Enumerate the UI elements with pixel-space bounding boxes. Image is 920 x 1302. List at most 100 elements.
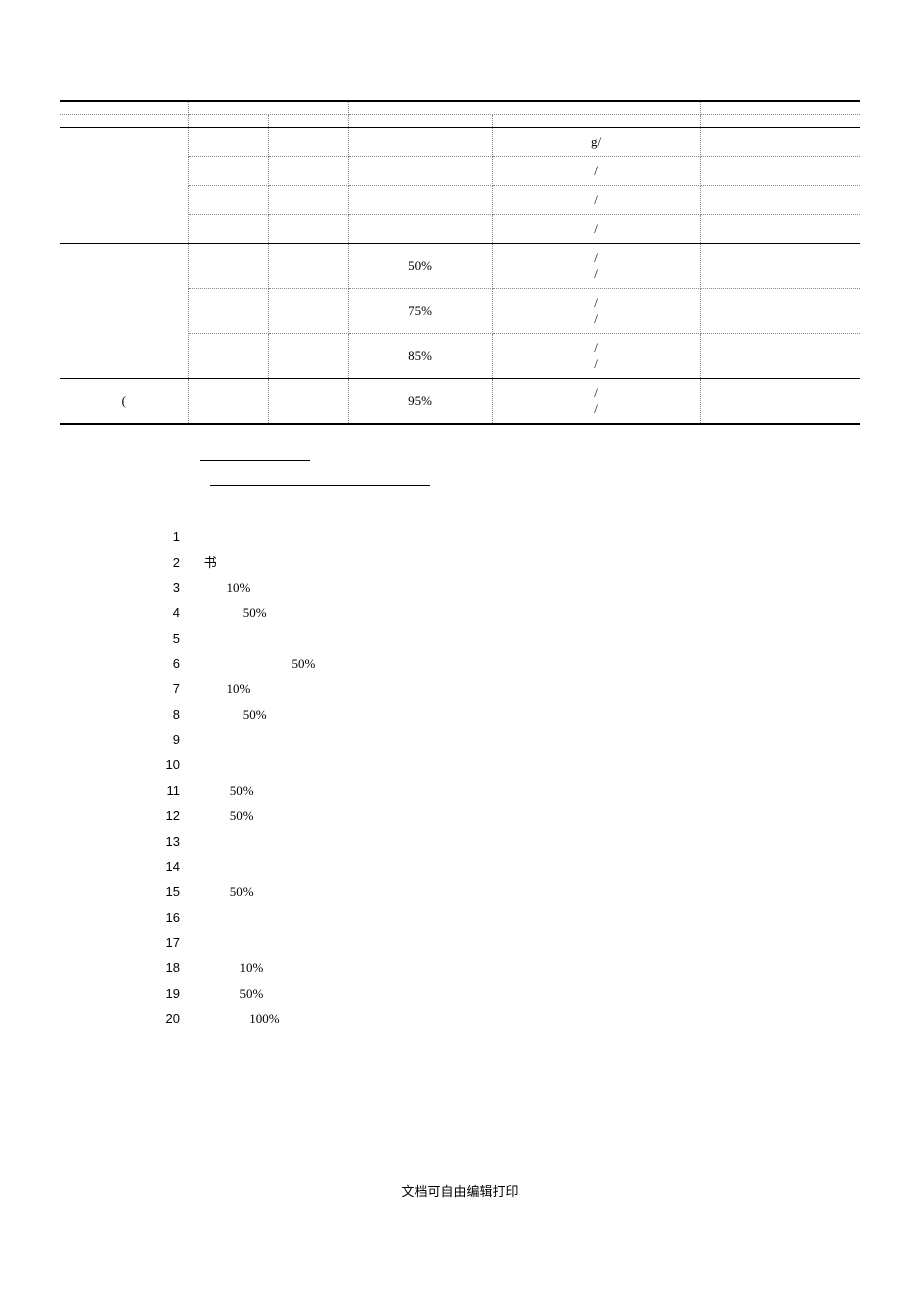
list-item-number: 13: [160, 829, 194, 854]
list-item: 9: [160, 727, 860, 752]
list-item-number: 11: [160, 778, 194, 803]
list-item-number: 2: [160, 550, 194, 575]
list-item-number: 16: [160, 905, 194, 930]
list-item-number: 15: [160, 879, 194, 904]
list-item-text: 50%: [194, 702, 267, 727]
table-cell: / /: [492, 289, 700, 334]
table-cell: [188, 101, 348, 115]
list-item-number: 17: [160, 930, 194, 955]
table-cell: [268, 244, 348, 289]
list-item: 18 10%: [160, 955, 860, 980]
signature-lines: [200, 445, 860, 494]
list-item-text: 50%: [194, 981, 263, 1006]
list-item-text: 10%: [194, 955, 263, 980]
list-item-number: 1: [160, 524, 194, 549]
table-cell: [700, 115, 860, 128]
list-item: 15 50%: [160, 879, 860, 904]
list-item-number: 7: [160, 676, 194, 701]
list-item: 8 50%: [160, 702, 860, 727]
list-item-number: 18: [160, 955, 194, 980]
list-item-text: 100%: [194, 1006, 280, 1031]
table-cell: [60, 115, 188, 128]
table-cell: [700, 101, 860, 115]
table-cell: [348, 215, 492, 244]
table-cell: [268, 157, 348, 186]
list-item-text: 50%: [194, 651, 315, 676]
list-item-number: 9: [160, 727, 194, 752]
list-item: 2 书: [160, 550, 860, 575]
table-cell: [700, 334, 860, 379]
table-cell: 95%: [348, 379, 492, 425]
list-item: 7 10%: [160, 676, 860, 701]
list-item-number: 12: [160, 803, 194, 828]
table-cell: [60, 101, 188, 115]
list-item-number: 10: [160, 752, 194, 777]
signature-line-1: [200, 460, 310, 461]
page-footer: 文档可自由编辑打印: [60, 1181, 860, 1200]
list-item: 14: [160, 854, 860, 879]
table-cell: /: [492, 215, 700, 244]
table-cell: (: [60, 379, 188, 425]
table-cell: / /: [492, 379, 700, 425]
table-cell: 50%: [348, 244, 492, 289]
table-cell: [188, 128, 268, 157]
table-cell: [348, 186, 492, 215]
table-cell: [268, 128, 348, 157]
table-cell: [700, 128, 860, 157]
table-cell: [188, 215, 268, 244]
list-item-number: 4: [160, 600, 194, 625]
table-cell: [348, 101, 700, 115]
table-cell: 85%: [348, 334, 492, 379]
table-cell: [700, 186, 860, 215]
list-item: 3 10%: [160, 575, 860, 600]
list-item: 16: [160, 905, 860, 930]
table-cell: [188, 115, 268, 128]
table-cell: [188, 289, 268, 334]
table-cell: / /: [492, 334, 700, 379]
table-cell: [700, 379, 860, 425]
list-item: 20 100%: [160, 1006, 860, 1031]
table-cell: [188, 334, 268, 379]
table-cell: [268, 379, 348, 425]
table-cell: [60, 128, 188, 244]
table-cell: [700, 157, 860, 186]
list-item-text: 10%: [194, 676, 250, 701]
table-cell: 75%: [348, 289, 492, 334]
table-cell: [188, 379, 268, 425]
table-cell: [268, 215, 348, 244]
list-item: 10: [160, 752, 860, 777]
data-table: g////50%/ /75%/ /85%/ /(95%/ /: [60, 100, 860, 425]
table-cell: [492, 115, 700, 128]
list-item-number: 20: [160, 1006, 194, 1031]
list-item-number: 14: [160, 854, 194, 879]
signature-line-2: [210, 485, 430, 486]
list-item: 12 50%: [160, 803, 860, 828]
list-item-text: 50%: [194, 803, 254, 828]
list-item: 19 50%: [160, 981, 860, 1006]
list-item-number: 3: [160, 575, 194, 600]
list-item: 4 50%: [160, 600, 860, 625]
list-item-text: 50%: [194, 879, 254, 904]
table-cell: [188, 244, 268, 289]
list-item-number: 19: [160, 981, 194, 1006]
list-item-text: 50%: [194, 600, 267, 625]
table-cell: [700, 244, 860, 289]
table-cell: /: [492, 157, 700, 186]
list-item-text: 10%: [194, 575, 250, 600]
table-cell: [268, 186, 348, 215]
list-item: 6 50%: [160, 651, 860, 676]
list-item-number: 5: [160, 626, 194, 651]
table-cell: [188, 186, 268, 215]
list-item-number: 6: [160, 651, 194, 676]
table-cell: [60, 244, 188, 379]
numbered-list: 12 书3 10%4 50%56 50%7 10%8 50%91011 50%1…: [160, 524, 860, 1031]
table-cell: [700, 215, 860, 244]
list-item: 5: [160, 626, 860, 651]
table-cell: [268, 334, 348, 379]
table-cell: [268, 289, 348, 334]
list-item-number: 8: [160, 702, 194, 727]
table-cell: g/: [492, 128, 700, 157]
table-cell: /: [492, 186, 700, 215]
table-cell: / /: [492, 244, 700, 289]
list-item: 13: [160, 829, 860, 854]
